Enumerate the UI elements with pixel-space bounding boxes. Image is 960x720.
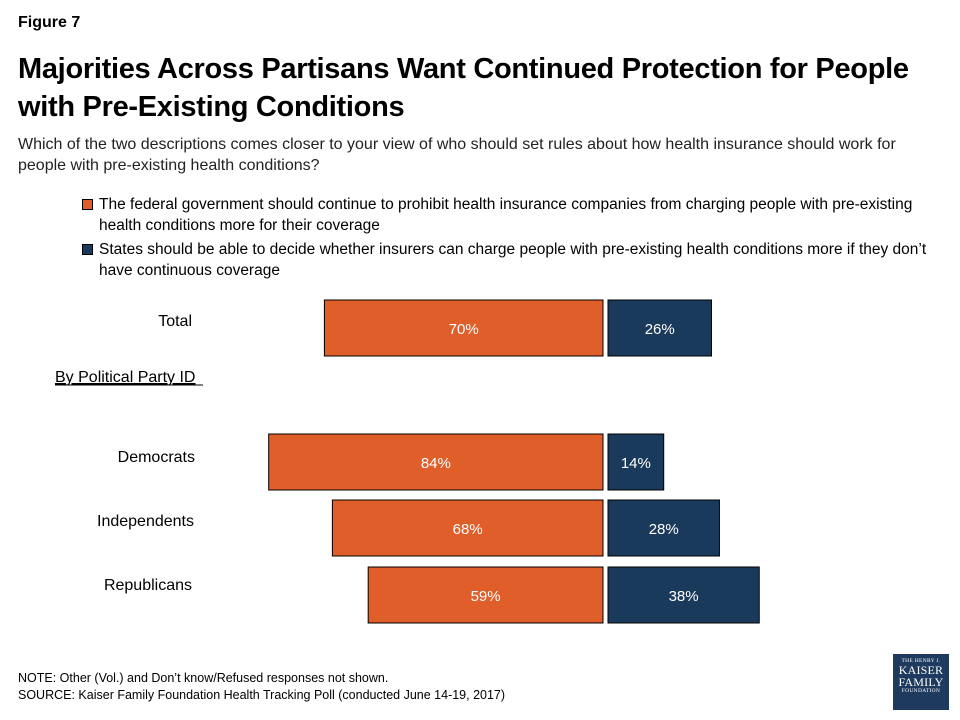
data-label-federal-independents: 68%: [453, 521, 483, 538]
diverging-bar-chart: Total 70% 26% Democrats 84% 14% Independents 68…: [55, 299, 760, 624]
category-label-independents: Independents: [97, 513, 194, 530]
logo-bottom-text: FOUNDATION: [901, 688, 941, 694]
legend-label-federal: The federal government should continue t…: [99, 196, 913, 234]
footnotes: NOTE: Other (Vol.) and Don’t know/Refuse…: [18, 670, 505, 704]
legend-swatch-federal: [82, 199, 93, 210]
bar-federal-democrats: [268, 433, 604, 491]
logo-top-text: THE HENRY J.: [901, 658, 941, 664]
data-label-states-independents: 28%: [649, 521, 679, 538]
data-label-states-democrats: 14%: [621, 455, 651, 472]
note-text: NOTE: Other (Vol.) and Don’t know/Refuse…: [18, 671, 389, 685]
section-label-party-id: By Political Party ID: [55, 369, 195, 386]
logo-line1: KAISER: [898, 663, 944, 677]
logo-line2: FAMILY: [898, 675, 944, 689]
legend-label-states: States should be able to decide whether …: [99, 241, 927, 279]
legend-item-states: States should be able to decide whether …: [82, 239, 942, 281]
data-label-federal-democrats: 84%: [421, 455, 451, 472]
survey-question: Which of the two descriptions comes clos…: [18, 136, 896, 174]
figure-label: Figure 7: [18, 14, 81, 31]
legend-item-federal: The federal government should continue t…: [82, 194, 942, 236]
data-label-states-republicans: 38%: [669, 588, 699, 605]
bar-federal-total: [323, 299, 604, 357]
bar-states-democrats: [607, 433, 665, 491]
bar-federal-republicans: [367, 566, 604, 624]
category-label-democrats: Democrats: [118, 449, 195, 466]
data-label-states-total: 26%: [645, 321, 675, 338]
source-text: SOURCE: Kaiser Family Foundation Health …: [18, 688, 506, 702]
legend: The federal government should continue t…: [82, 194, 942, 284]
bar-states-total: [607, 299, 712, 357]
bar-states-independents: [607, 499, 720, 557]
data-label-federal-total: 70%: [449, 321, 479, 338]
bar-federal-independents: [331, 499, 604, 557]
kff-logo: THE HENRY J. KAISER FAMILY FOUNDATION: [893, 654, 949, 710]
bar-states-republicans: [607, 566, 760, 624]
category-label-total: Total: [158, 313, 192, 330]
chart-title: Majorities Across Partisans Want Continu…: [18, 53, 909, 123]
legend-swatch-states: [82, 244, 93, 255]
data-label-federal-republicans: 59%: [471, 588, 501, 605]
category-label-republicans: Republicans: [104, 577, 192, 594]
